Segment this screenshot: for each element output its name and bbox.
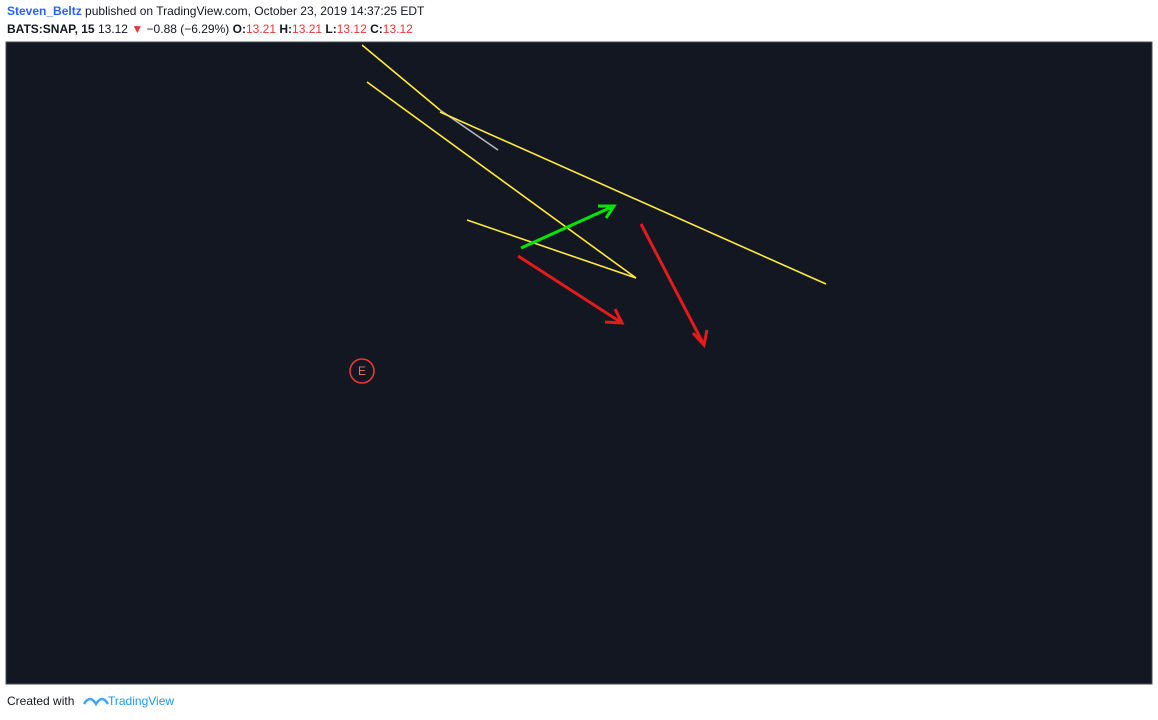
- ohlc-l-label: L:: [325, 22, 336, 36]
- earnings-label: E: [358, 364, 366, 378]
- drawings: [349, 44, 827, 384]
- change: −0.88 (−6.29%): [147, 22, 230, 36]
- ohlc-c: 13.12: [383, 22, 413, 36]
- ohlc-l: 13.12: [337, 22, 367, 36]
- last: 13.12: [98, 22, 128, 36]
- earnings-marker[interactable]: [349, 358, 375, 384]
- ohlc-h: 13.21: [292, 22, 322, 36]
- ohlc-o-label: O:: [233, 22, 246, 36]
- down-arrow: ▼: [131, 22, 143, 36]
- published: published on TradingView.com, October 23…: [85, 4, 425, 18]
- ohlc-h-label: H:: [279, 22, 292, 36]
- footer-brand[interactable]: TradingView: [108, 694, 174, 708]
- header-line-2: BATS:SNAP, 15 13.12 ▼ −0.88 (−6.29%) O:1…: [7, 22, 413, 36]
- arrow-up: [520, 204, 617, 250]
- footer-created: Created with: [7, 694, 74, 708]
- ohlc-o: 13.21: [246, 22, 276, 36]
- header-line-1: Steven_Beltz published on TradingView.co…: [7, 4, 425, 18]
- symbol: BATS:SNAP, 15: [7, 22, 95, 36]
- ohlc-c-label: C:: [370, 22, 383, 36]
- arrow-down: [639, 223, 709, 349]
- trend-line: [439, 111, 827, 285]
- chart-bg: [5, 41, 1153, 685]
- trend-line: [466, 219, 637, 279]
- logo: [82, 697, 110, 707]
- arrow-down: [517, 254, 625, 325]
- trend-line: [361, 44, 441, 111]
- trend-line: [366, 81, 637, 279]
- author[interactable]: Steven_Beltz: [7, 4, 82, 18]
